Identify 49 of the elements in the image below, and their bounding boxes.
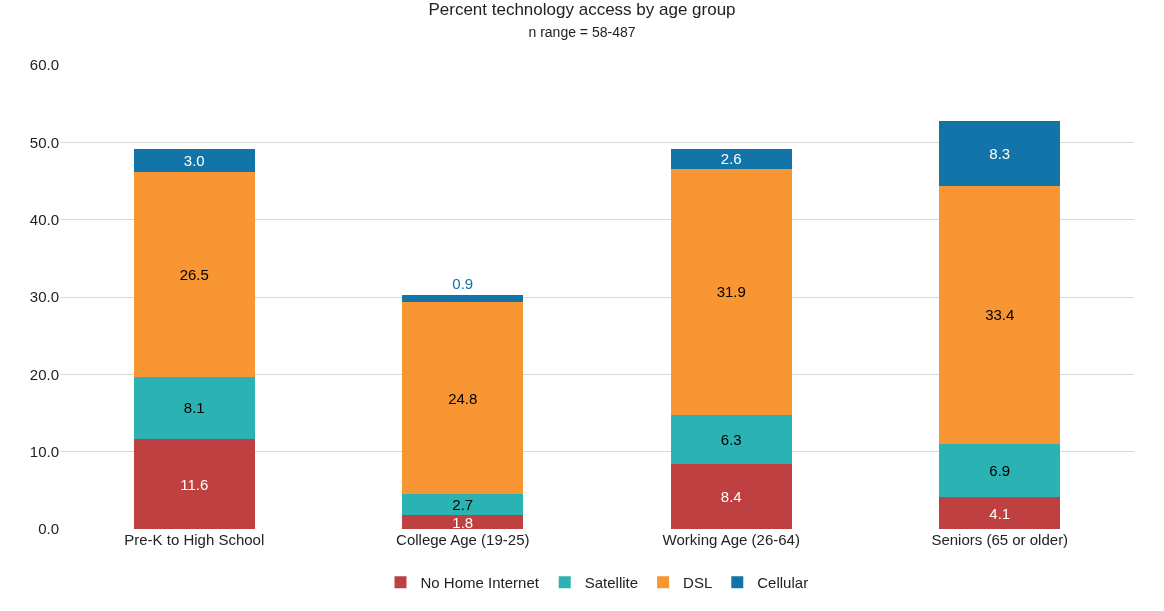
legend-label: No Home Internet: [420, 574, 540, 592]
bar: [133, 148, 255, 172]
chart-title: Percent technology access by age group: [428, 0, 736, 20]
chart-subtitle: n range = 58-487: [528, 24, 636, 41]
bar: [402, 302, 524, 495]
bar: [402, 515, 524, 529]
x-tick-label: Seniors (65 or older): [931, 531, 1069, 548]
bar: [402, 494, 524, 516]
bar: [670, 148, 792, 169]
data-label: 33.4: [985, 306, 1015, 324]
data-label: 2.7: [452, 496, 474, 514]
data-label: 4.1: [989, 504, 1011, 522]
data-label: 6.9: [989, 462, 1011, 480]
data-label: 2.6: [720, 150, 742, 168]
data-label: 0.9: [452, 275, 474, 293]
bar: [939, 497, 1061, 529]
y-tick-label: 30.0: [29, 288, 59, 306]
y-tick-label: 10.0: [29, 442, 59, 460]
data-label: 6.3: [720, 431, 742, 449]
data-label: 8.1: [183, 399, 205, 417]
data-label: 11.6: [180, 475, 209, 493]
bar: [402, 295, 524, 303]
y-tick-label: 60.0: [29, 56, 59, 74]
bar: [939, 121, 1061, 186]
x-tick-label: Pre-K to High School: [124, 531, 265, 548]
data-label: 8.3: [989, 145, 1011, 163]
y-tick-label: 40.0: [29, 210, 59, 228]
y-tick-label: 0.0: [38, 520, 59, 538]
data-label: 31.9: [716, 283, 746, 301]
data-label: 3.0: [183, 151, 205, 169]
bar: [939, 185, 1061, 444]
data-label: 8.4: [720, 488, 742, 506]
bar: [939, 443, 1061, 498]
legend-label: Satellite: [584, 574, 639, 592]
data-label: 1.8: [452, 513, 474, 531]
bar: [670, 464, 792, 529]
data-label: 26.5: [179, 265, 209, 283]
bar: [670, 415, 792, 465]
bar: [670, 168, 792, 416]
data-label: 24.8: [448, 389, 478, 407]
bar: [133, 439, 255, 529]
y-tick-label: 50.0: [29, 133, 59, 151]
y-tick-label: 20.0: [29, 365, 59, 383]
x-tick-label: College Age (19-25): [396, 531, 530, 548]
legend-label: DSL: [683, 574, 713, 592]
x-tick-label: Working Age (26-64): [662, 531, 800, 548]
legend-label: Cellular: [757, 574, 809, 592]
bar: [133, 376, 255, 440]
bar: [133, 171, 255, 377]
